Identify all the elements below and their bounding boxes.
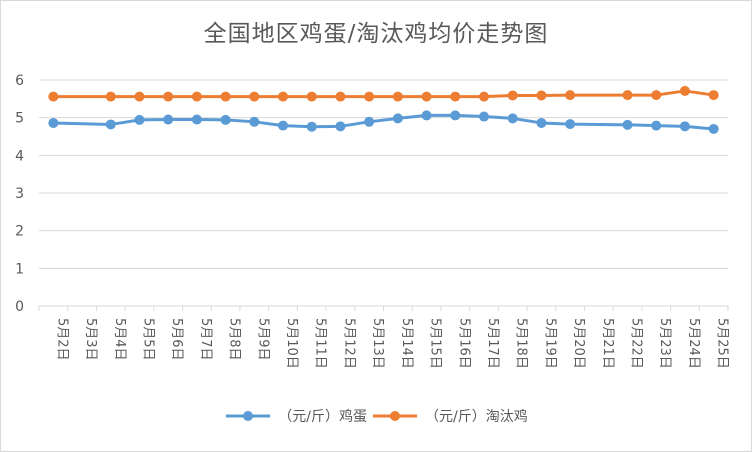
y-tick-label: 3: [15, 186, 24, 202]
x-tick-label: 5月17日: [485, 318, 500, 369]
data-point-series-0: [220, 114, 231, 125]
x-tick-label: 5月20日: [571, 318, 586, 369]
y-tick-label: 4: [15, 148, 24, 164]
data-point-series-1: [364, 91, 375, 102]
data-point-series-1: [278, 91, 289, 102]
data-point-series-0: [278, 120, 289, 131]
y-tick-label: 5: [15, 111, 24, 127]
data-point-series-0: [249, 116, 260, 127]
x-tick-label: 5月23日: [657, 318, 672, 369]
data-point-series-1: [536, 90, 547, 101]
data-point-series-0: [622, 119, 633, 130]
x-tick-label: 5月21日: [600, 318, 615, 369]
y-tick-label: 6: [15, 73, 24, 89]
x-tick-label: 5月14日: [399, 318, 414, 369]
data-point-series-0: [306, 121, 317, 132]
data-point-series-1: [507, 90, 518, 101]
data-point-series-1: [48, 91, 59, 102]
x-tick-label: 5月9日: [255, 318, 270, 361]
series-line-1: [53, 89, 714, 99]
x-tick-label: 5月18日: [514, 318, 529, 369]
data-point-series-0: [536, 117, 547, 128]
data-point-series-0: [364, 116, 375, 127]
data-point-series-0: [679, 121, 690, 132]
legend: （元/斤）鸡蛋 （元/斤）淘汰鸡: [0, 406, 752, 426]
data-point-series-0: [105, 119, 116, 130]
legend-swatch-marker: [390, 411, 400, 421]
data-point-series-1: [306, 91, 317, 102]
data-point-series-1: [708, 90, 719, 101]
data-point-series-1: [622, 90, 633, 101]
x-tick-label: 5月2日: [54, 318, 69, 361]
data-point-series-1: [249, 91, 260, 102]
legend-entry-1: （元/斤）淘汰鸡: [371, 406, 528, 426]
data-point-series-1: [392, 91, 403, 102]
x-tick-label: 5月5日: [140, 318, 155, 361]
series-line-0: [53, 113, 714, 131]
x-tick-label: 5月19日: [542, 318, 557, 369]
x-tick-label: 5月22日: [629, 318, 644, 369]
y-tick-label: 1: [15, 261, 24, 277]
data-point-series-1: [191, 91, 202, 102]
data-point-series-0: [507, 113, 518, 124]
legend-entry-0: （元/斤）鸡蛋: [224, 406, 367, 426]
grid-layer: [39, 79, 728, 269]
data-point-series-1: [163, 91, 174, 102]
x-tick-label: 5月11日: [313, 318, 328, 369]
data-point-series-0: [392, 113, 403, 124]
legend-label: （元/斤）淘汰鸡: [425, 409, 528, 425]
legend-swatch-marker: [243, 411, 254, 421]
chart-title: 全国地区鸡蛋/淘汰鸡均价走势图: [203, 21, 549, 47]
y-tick-label: 0: [15, 299, 24, 315]
y-tick-label: 2: [15, 224, 24, 240]
data-point-series-0: [163, 114, 174, 125]
x-tick-label: 5月25日: [715, 318, 730, 369]
data-point-series-1: [220, 91, 231, 102]
x-tick-label: 5月16日: [456, 318, 471, 369]
data-point-series-1: [478, 91, 489, 102]
x-axis: 5月2日 5月3日 5月4日 5月5日 5月6日 5月7日 5月8日 5月9日 5月10日 5月1…: [38, 305, 730, 369]
data-point-series-0: [134, 114, 145, 125]
data-point-series-1: [335, 91, 346, 102]
data-point-series-1: [450, 91, 461, 102]
data-point-series-0: [565, 119, 576, 130]
x-tick-label: 5月10日: [284, 318, 299, 369]
data-point-series-0: [335, 121, 346, 132]
legend-swatch: [226, 411, 271, 421]
x-tick-label: 5月15日: [428, 318, 443, 369]
legend-label: （元/斤）鸡蛋: [278, 409, 367, 425]
x-tick-label: 5月3日: [83, 318, 98, 361]
data-point-series-1: [421, 91, 432, 102]
legend-swatch: [373, 411, 417, 421]
data-point-series-1: [134, 91, 145, 102]
data-point-series-1: [679, 85, 690, 96]
data-point-series-0: [421, 110, 432, 121]
series-layer: [48, 85, 719, 134]
x-tick-label: 5月4日: [112, 318, 127, 361]
data-point-series-0: [191, 114, 202, 125]
data-point-series-0: [48, 117, 59, 128]
x-tick-label: 5月24日: [686, 318, 701, 369]
data-point-series-1: [565, 90, 576, 101]
x-tick-label: 5月7日: [198, 318, 213, 361]
x-tick-label: 5月13日: [370, 318, 385, 369]
data-point-series-0: [450, 110, 461, 121]
data-point-series-0: [651, 120, 662, 131]
data-point-series-0: [478, 111, 489, 122]
x-tick-label: 5月8日: [227, 318, 242, 361]
x-tick-label: 5月12日: [341, 318, 356, 369]
data-point-series-1: [105, 91, 116, 102]
data-point-series-0: [708, 123, 719, 134]
x-tick-label: 5月6日: [169, 318, 184, 361]
y-axis-tick-labels: 0 1 2 3 4 5 6: [15, 73, 24, 315]
data-point-series-1: [651, 90, 662, 101]
